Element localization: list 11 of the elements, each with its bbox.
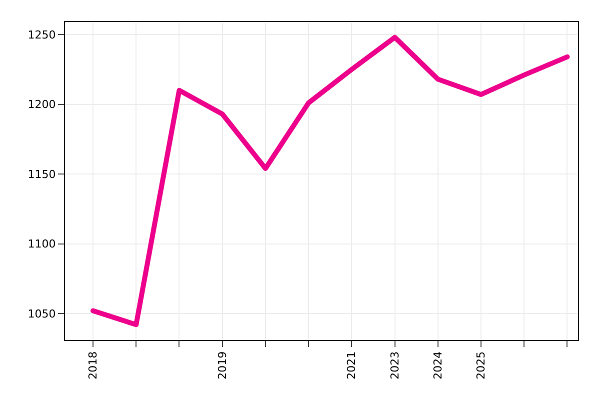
y-tick-label: 1200 [28, 98, 56, 112]
x-tick-label: 2023 [388, 351, 402, 380]
x-tick-label: 2024 [431, 351, 444, 380]
x-tick-label: 2019 [216, 351, 229, 380]
y-tick-label: 1250 [28, 28, 56, 42]
y-tick-label: 1050 [28, 307, 56, 320]
y-tick-label: 1150 [28, 168, 56, 181]
x-tick-label: 2025 [474, 351, 488, 380]
y-tick-label: 1100 [28, 238, 56, 251]
x-tick-label: 2018 [86, 351, 100, 380]
x-tick-label: 2021 [345, 351, 358, 380]
